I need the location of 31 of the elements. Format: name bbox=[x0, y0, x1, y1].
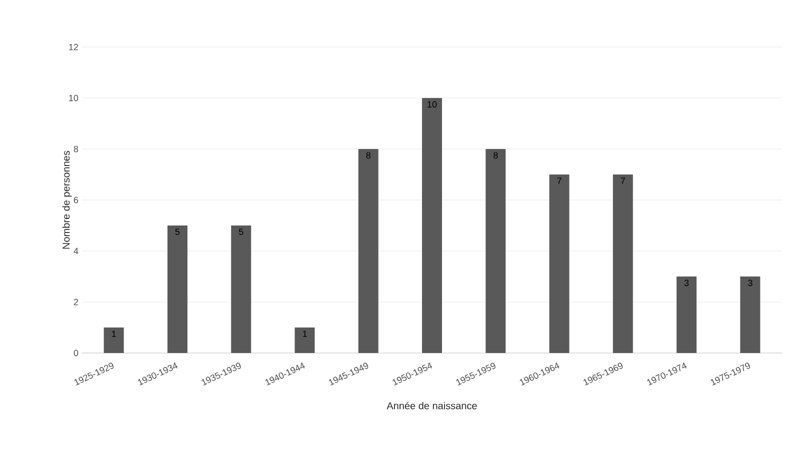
bar bbox=[422, 98, 442, 353]
y-tick-label: 4 bbox=[74, 248, 78, 254]
bar bbox=[612, 174, 633, 353]
data-label: 7 bbox=[557, 178, 562, 184]
bar bbox=[167, 225, 188, 353]
bar bbox=[358, 148, 378, 353]
y-tick-label: 10 bbox=[69, 94, 78, 102]
data-label: 10 bbox=[428, 101, 437, 108]
data-label: 8 bbox=[366, 152, 370, 159]
y-tick-label: 8 bbox=[74, 146, 78, 152]
data-label: 1 bbox=[302, 330, 307, 337]
y-tick-label: 12 bbox=[69, 44, 78, 50]
bar bbox=[549, 174, 570, 353]
bar bbox=[294, 328, 315, 353]
y-tick-label: 6 bbox=[74, 196, 78, 204]
data-label: 5 bbox=[238, 228, 244, 235]
data-label: 8 bbox=[494, 152, 498, 159]
bar bbox=[740, 276, 760, 353]
data-label: 3 bbox=[748, 280, 752, 286]
data-label: 1 bbox=[112, 330, 116, 337]
y-axis-title: Nombre de personnes bbox=[62, 150, 72, 249]
data-label: 3 bbox=[684, 280, 689, 286]
y-tick-label: 0 bbox=[74, 350, 78, 356]
bar bbox=[676, 276, 697, 353]
x-axis-title: Année de naissance bbox=[386, 402, 477, 410]
bar bbox=[104, 328, 124, 353]
data-label: 7 bbox=[620, 178, 625, 184]
bar bbox=[486, 148, 506, 353]
y-tick-label: 2 bbox=[74, 298, 78, 306]
data-label: 5 bbox=[175, 228, 180, 235]
bar bbox=[231, 225, 252, 353]
